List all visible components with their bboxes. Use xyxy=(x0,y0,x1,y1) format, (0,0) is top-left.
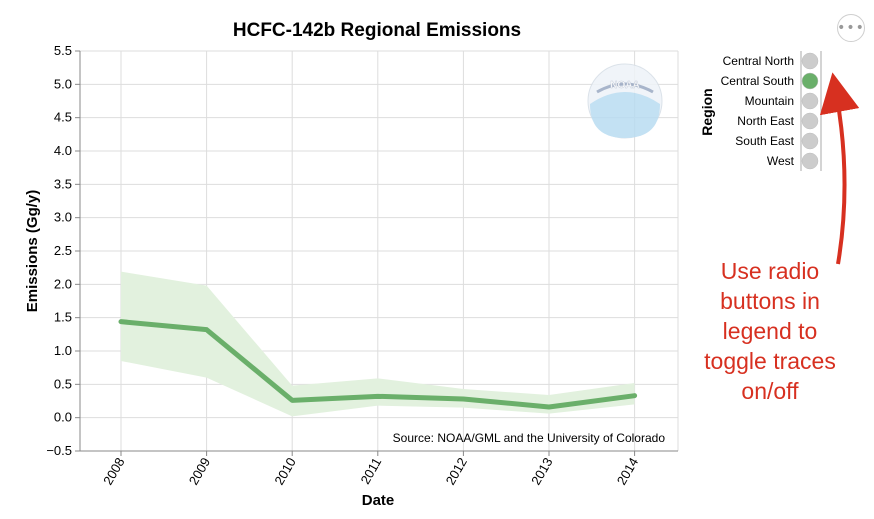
x-tick-label: 2012 xyxy=(443,455,470,488)
x-tick-label: 2008 xyxy=(100,455,127,488)
x-tick-label: 2009 xyxy=(186,455,213,488)
y-axis-ticks: −0.5 0.0 0.5 1.0 1.5 2.0 2.5 3.0 3.5 4.0 4.5 5.0 5.5 xyxy=(46,43,80,458)
legend-radio-button[interactable] xyxy=(801,72,819,90)
svg-text:NOAA: NOAA xyxy=(610,80,639,91)
series-line xyxy=(118,319,638,410)
y-tick-label: 2.0 xyxy=(54,276,72,291)
legend-radio-button[interactable] xyxy=(801,152,819,170)
legend-radio-button[interactable] xyxy=(801,132,819,150)
confidence-band xyxy=(121,271,635,417)
legend-label[interactable]: West xyxy=(767,154,795,168)
y-tick-label: 3.5 xyxy=(54,176,72,191)
x-tick-label: 2013 xyxy=(528,455,555,488)
legend-radio-button[interactable] xyxy=(801,52,819,70)
x-tick-label: 2011 xyxy=(357,455,384,487)
x-axis-ticks: 2008 2009 2010 2011 2012 2013 2014 xyxy=(100,451,641,488)
annotation-text: Use radio buttons in legend to toggle trace… xyxy=(704,258,836,404)
y-tick-label: 4.5 xyxy=(54,110,72,125)
confidence-band-layer xyxy=(121,271,635,417)
legend-label[interactable]: North East xyxy=(737,114,794,128)
annotation-line: legend to xyxy=(723,318,818,344)
y-tick-label: 4.0 xyxy=(54,143,72,158)
annotation-line: toggle traces xyxy=(704,348,836,374)
y-tick-label: 5.0 xyxy=(54,76,72,91)
annotation-arrow xyxy=(819,72,860,265)
legend-title: Region xyxy=(699,88,715,135)
legend-label[interactable]: South East xyxy=(735,134,794,148)
y-tick-label: 0.0 xyxy=(54,410,72,425)
y-tick-label: 0.5 xyxy=(54,376,72,391)
ellipsis-icon: ••• xyxy=(837,20,865,36)
y-tick-label: 5.5 xyxy=(54,43,72,58)
annotation-line: buttons in xyxy=(720,288,820,314)
y-tick-label: 3.0 xyxy=(54,210,72,225)
source-note: Source: NOAA/GML and the University of C… xyxy=(393,431,666,445)
legend-label[interactable]: Central North xyxy=(723,54,794,68)
legend-label[interactable]: Central South xyxy=(721,74,794,88)
x-tick-label: 2014 xyxy=(614,455,641,488)
y-tick-label: −0.5 xyxy=(46,443,72,458)
series-line-layer xyxy=(118,319,638,410)
annotation-line: Use radio xyxy=(721,258,819,284)
noaa-logo: NOAA xyxy=(587,63,663,139)
y-tick-label: 1.5 xyxy=(54,310,72,325)
legend-radio-button[interactable] xyxy=(801,92,819,110)
x-axis-title: Date xyxy=(362,492,395,509)
y-tick-label: 1.0 xyxy=(54,343,72,358)
legend: Central North Central South Mountain North … xyxy=(721,51,822,171)
annotation-line: on/off xyxy=(741,378,799,404)
legend-label[interactable]: Mountain xyxy=(745,94,794,108)
chart-title: HCFC-142b Regional Emissions xyxy=(233,20,521,41)
legend-radio-button[interactable] xyxy=(801,112,819,130)
chart-menu-button[interactable]: ••• xyxy=(837,14,865,42)
y-axis-title: Emissions (Gg/y) xyxy=(24,190,41,313)
y-tick-label: 2.5 xyxy=(54,243,72,258)
x-tick-label: 2010 xyxy=(271,455,298,488)
